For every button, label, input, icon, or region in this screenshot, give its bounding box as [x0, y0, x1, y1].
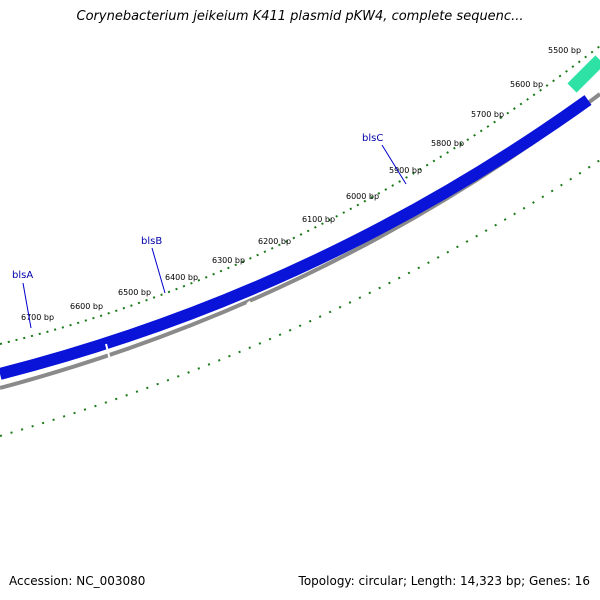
gene-label: blsC — [362, 133, 383, 144]
tick-label: 6300 bp — [212, 256, 245, 265]
other-gene-feature — [567, 55, 600, 93]
tick-label: 5800 bp — [431, 139, 464, 148]
gene-boundary — [246, 300, 258, 314]
gene-label-leader — [151, 247, 166, 294]
forward-strand-track — [0, 95, 592, 380]
gene-labels: blsA blsB blsC — [12, 133, 407, 329]
tick-label: 5500 bp — [548, 46, 581, 55]
gene-label-leader — [381, 144, 407, 185]
gene-boundary — [105, 343, 111, 361]
gene-label: blsB — [141, 236, 162, 247]
tick-label: 6700 bp — [21, 313, 54, 322]
tick-label: 6100 bp — [302, 215, 335, 224]
tick-labels: 5500 bp 5600 bp 5700 bp 5800 bp 5900 bp … — [21, 46, 581, 322]
gene-label: blsA — [12, 270, 33, 281]
gene-label-leader — [22, 282, 32, 329]
tick-label: 5900 bp — [389, 166, 422, 175]
topology-summary: Topology: circular; Length: 14,323 bp; G… — [298, 574, 590, 588]
outer-tick-ring — [0, 45, 600, 345]
inner-tick-ring — [0, 159, 600, 437]
accession-label: Accession: NC_003080 — [9, 574, 146, 588]
tick-label: 6600 bp — [70, 302, 103, 311]
tick-label: 6200 bp — [258, 237, 291, 246]
tick-label: 6500 bp — [118, 288, 151, 297]
map-title: Corynebacterium jeikeium K411 plasmid pK… — [76, 9, 524, 24]
tick-label: 6400 bp — [165, 273, 198, 282]
tick-label: 5600 bp — [510, 80, 543, 89]
tick-label: 6000 bp — [346, 192, 379, 201]
tick-label: 5700 bp — [471, 110, 504, 119]
